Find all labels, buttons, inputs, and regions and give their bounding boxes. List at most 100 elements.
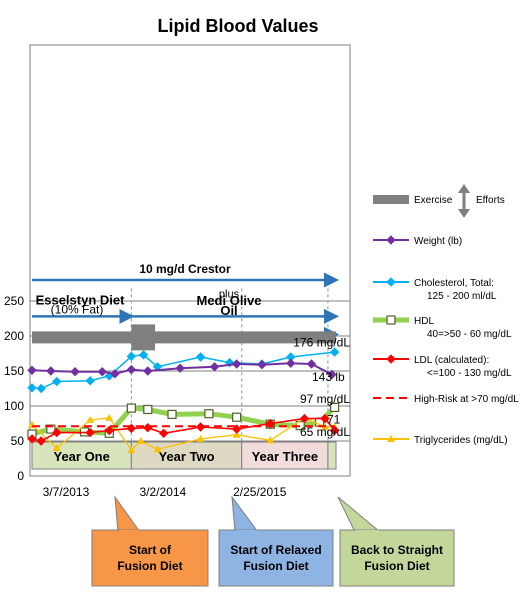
data-point bbox=[143, 422, 153, 433]
data-point bbox=[143, 404, 153, 415]
data-point bbox=[232, 430, 241, 438]
x-tick-label: 2/25/2015 bbox=[233, 485, 287, 499]
legend-label: High-Risk at >70 mg/dL bbox=[414, 394, 519, 405]
callouts: Start of Fusion Diet Start of Relaxed Fusio… bbox=[91, 495, 455, 587]
chol-end-label: 176 mg/dL bbox=[293, 336, 350, 350]
callout-rect bbox=[339, 529, 455, 587]
data-point bbox=[158, 428, 169, 439]
data-point bbox=[138, 350, 149, 360]
year-box bbox=[130, 441, 243, 470]
callout-text: Fusion Diet bbox=[364, 559, 429, 573]
data-point bbox=[153, 445, 162, 453]
plot-frame bbox=[29, 44, 351, 477]
data-point bbox=[27, 383, 37, 393]
data-point bbox=[204, 409, 214, 419]
callout-box: Back to Straight Fusion Diet bbox=[337, 496, 455, 587]
data-point bbox=[52, 427, 62, 438]
oil-label: Oil bbox=[220, 303, 237, 318]
chart-title: Lipid Blood Values bbox=[157, 16, 318, 36]
data-point bbox=[386, 235, 396, 245]
data-point bbox=[329, 347, 340, 357]
data-point bbox=[97, 366, 107, 377]
medi-label: Medi Olive bbox=[196, 293, 261, 308]
data-point bbox=[232, 412, 242, 422]
y-tick-label: 100 bbox=[4, 399, 24, 413]
data-point bbox=[104, 425, 114, 436]
legend-range: 40=>50 - 60 mg/dL bbox=[427, 329, 512, 340]
data-point bbox=[126, 403, 136, 413]
data-point bbox=[85, 427, 95, 438]
legend-efforts: Efforts bbox=[476, 195, 505, 206]
data-point bbox=[126, 423, 137, 434]
data-point bbox=[329, 425, 340, 436]
data-point bbox=[143, 366, 153, 376]
data-point bbox=[231, 424, 242, 434]
legend: Exercise Efforts Weight (lb) Cholesterol, T… bbox=[373, 184, 519, 446]
year-box bbox=[31, 441, 132, 470]
year-label: Year Two bbox=[158, 449, 214, 464]
data-point bbox=[70, 366, 80, 377]
series-weight-lb- bbox=[27, 358, 337, 380]
legend-label: LDL (calculated): bbox=[414, 355, 489, 366]
data-point bbox=[105, 413, 114, 421]
data-point bbox=[46, 366, 56, 376]
data-point bbox=[257, 359, 267, 370]
data-point bbox=[196, 434, 205, 442]
data-point bbox=[52, 444, 61, 451]
x-tick-label: 3/2/2014 bbox=[140, 485, 187, 499]
plot-area: 0 50 100 150 200 250 Year One Year Two Year Thre… bbox=[4, 44, 351, 499]
callout-text: Back to Straight bbox=[351, 543, 443, 557]
data-point bbox=[175, 363, 185, 373]
data-point bbox=[36, 436, 46, 446]
legend-label: Triglycerides (mg/dL) bbox=[414, 435, 508, 446]
weight-end-label: 143 lb bbox=[312, 370, 345, 384]
ldl-end-label: 65 mg/dL bbox=[300, 425, 350, 439]
data-point bbox=[299, 413, 310, 424]
callout-rect bbox=[218, 529, 334, 587]
data-point bbox=[36, 383, 46, 394]
data-point bbox=[52, 376, 62, 387]
fat-label: (10% Fat) bbox=[51, 303, 104, 317]
data-point bbox=[195, 352, 206, 362]
data-point bbox=[85, 376, 95, 386]
series-ldl-calculated- bbox=[27, 413, 340, 446]
plus-label: plus bbox=[219, 289, 240, 301]
data-point bbox=[231, 359, 242, 369]
legend-range: 125 - 200 ml/dL bbox=[427, 291, 497, 302]
legend-label: Cholesterol, Total: bbox=[414, 278, 494, 289]
data-point bbox=[386, 354, 396, 364]
efforts-arrow-down-icon bbox=[458, 209, 470, 218]
year-label: Year Three bbox=[252, 449, 319, 464]
legend-exercise: Exercise bbox=[414, 195, 453, 206]
series-line bbox=[31, 417, 336, 442]
data-point bbox=[320, 413, 330, 424]
data-point bbox=[167, 409, 177, 419]
efforts-arrow-up-icon bbox=[458, 184, 470, 193]
esselstyn-label: Esselstyn Diet bbox=[36, 293, 126, 308]
data-point bbox=[136, 437, 145, 444]
exercise-bar-peak bbox=[131, 324, 156, 351]
data-point bbox=[126, 351, 137, 362]
data-point bbox=[286, 358, 296, 369]
data-point bbox=[110, 369, 120, 379]
data-point bbox=[387, 435, 395, 442]
data-point bbox=[27, 365, 37, 376]
year-box bbox=[327, 441, 337, 470]
data-point bbox=[327, 369, 337, 380]
data-point bbox=[386, 277, 396, 287]
callout-text: Start of Relaxed bbox=[230, 543, 321, 557]
data-point bbox=[306, 359, 317, 369]
data-point bbox=[27, 434, 37, 444]
data-point bbox=[266, 436, 275, 444]
data-point bbox=[330, 402, 340, 412]
callout-text: Fusion Diet bbox=[243, 559, 308, 573]
y-tick-label: 250 bbox=[4, 294, 24, 308]
crestor-label: 10 mg/d Crestor bbox=[139, 262, 231, 276]
y-tick-label: 150 bbox=[4, 364, 24, 378]
data-point bbox=[265, 418, 276, 429]
data-point bbox=[126, 364, 137, 375]
year-label: Year One bbox=[53, 449, 109, 464]
legend-label: Weight (lb) bbox=[414, 236, 462, 247]
legend-label: HDL bbox=[414, 316, 434, 327]
